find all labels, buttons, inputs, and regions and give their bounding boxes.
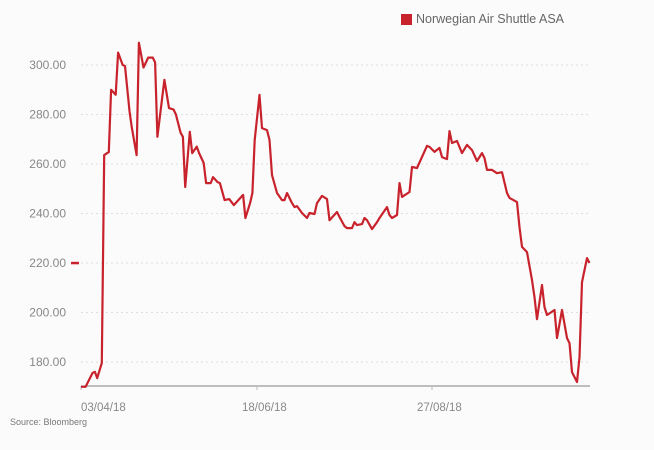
- y-tick-label: 200.00: [29, 306, 66, 320]
- y-tick-label: 280.00: [29, 108, 66, 122]
- y-tick-label: 300.00: [29, 58, 66, 72]
- y-tick-label: 260.00: [29, 157, 66, 171]
- y-tick-label: 240.00: [29, 207, 66, 221]
- source-note: Source: Bloomberg: [10, 417, 88, 427]
- y-tick-label: 220.00: [29, 256, 66, 270]
- x-tick-label: 27/08/18: [417, 402, 462, 414]
- legend-label: Norwegian Air Shuttle ASA: [416, 12, 564, 26]
- legend: Norwegian Air Shuttle ASA: [401, 12, 564, 26]
- legend-swatch: [401, 13, 412, 25]
- last-value-marker: [71, 261, 79, 265]
- y-axis: 180.00 200.00 220.00 240.00 260.00 280.00 300.…: [29, 58, 66, 369]
- x-axis: 03/04/18 18/06/18 27/08/18: [80, 386, 462, 414]
- x-tick-label: 03/04/18: [81, 402, 126, 414]
- x-tick-label: 18/06/18: [242, 402, 287, 414]
- series-line-norwegian-air-shuttle: [81, 41, 591, 388]
- y-tick-label: 180.00: [29, 355, 66, 369]
